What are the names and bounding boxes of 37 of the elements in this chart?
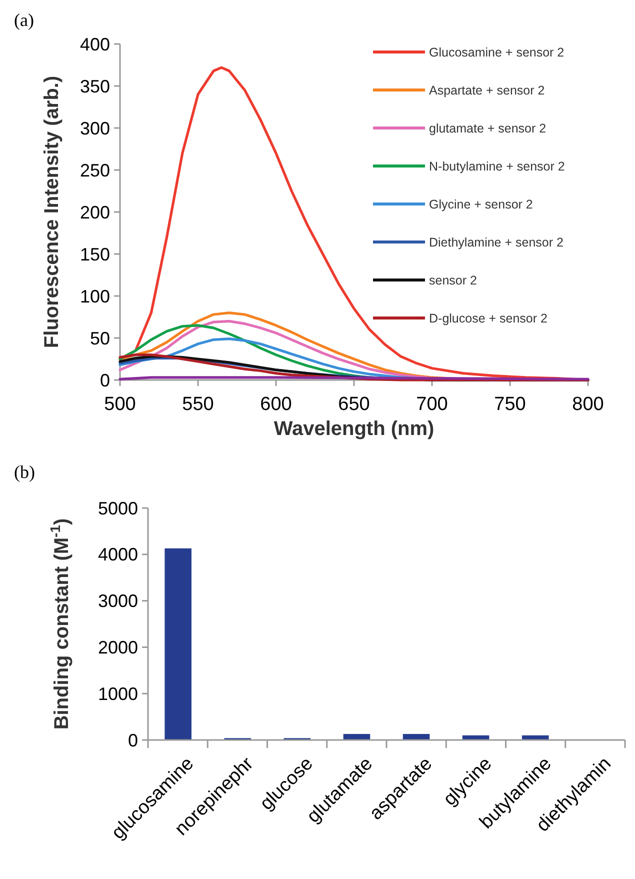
x-tick-label: 650 bbox=[338, 394, 370, 415]
legend-label: Diethylamine + sensor 2 bbox=[429, 235, 564, 250]
y-tick-label: 100 bbox=[80, 286, 110, 306]
legend-label: glutamate + sensor 2 bbox=[429, 121, 546, 136]
legend-label: sensor 2 bbox=[429, 273, 477, 288]
x-tick-label: 500 bbox=[104, 394, 136, 415]
chart-title: (a) bbox=[14, 10, 34, 30]
y-tick-label: 400 bbox=[80, 34, 110, 54]
x-tick-label: 700 bbox=[416, 394, 448, 415]
bar bbox=[402, 734, 430, 740]
y-tick-label: 200 bbox=[80, 202, 110, 222]
legend-label: Glycine + sensor 2 bbox=[429, 197, 533, 212]
x-tick-label: 750 bbox=[494, 394, 526, 415]
x-axis-title: Wavelength (nm) bbox=[274, 418, 434, 440]
chart-title: (b) bbox=[14, 462, 35, 482]
x-tick-label: 800 bbox=[572, 394, 604, 415]
bar bbox=[343, 734, 370, 740]
legend-label: N-butylamine + sensor 2 bbox=[429, 159, 565, 174]
legend-label: Aspartate + sensor 2 bbox=[429, 83, 545, 98]
y-tick-label: 0 bbox=[128, 730, 138, 750]
y-tick-label: 3000 bbox=[98, 591, 138, 612]
y-tick-label: 2000 bbox=[98, 638, 138, 658]
y-tick-label: 0 bbox=[100, 370, 110, 390]
y-tick-label: 350 bbox=[80, 76, 110, 96]
x-tick-label: 600 bbox=[260, 394, 292, 415]
y-tick-label: 250 bbox=[80, 160, 110, 180]
y-tick-label: 50 bbox=[90, 328, 110, 348]
y-axis-title: Fluorescence Intensity (arb.) bbox=[41, 76, 63, 348]
y-tick-label: 4000 bbox=[98, 544, 138, 565]
x-tick-label: 550 bbox=[182, 394, 214, 415]
legend-label: D-glucose + sensor 2 bbox=[429, 311, 548, 326]
legend-label: Glucosamine + sensor 2 bbox=[429, 45, 564, 60]
y-tick-label: 1000 bbox=[98, 684, 138, 704]
bar bbox=[164, 548, 192, 740]
y-tick-label: 5000 bbox=[98, 498, 138, 518]
y-tick-label: 300 bbox=[80, 118, 110, 138]
y-tick-label: 150 bbox=[80, 244, 110, 264]
